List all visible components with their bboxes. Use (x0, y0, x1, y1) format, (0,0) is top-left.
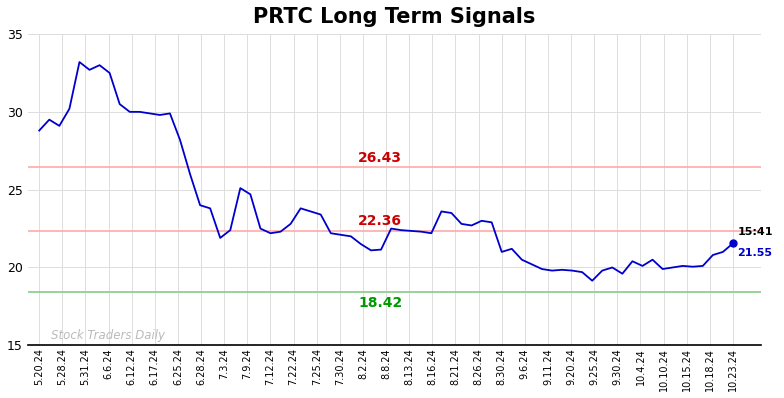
Text: 22.36: 22.36 (358, 214, 402, 228)
Text: 26.43: 26.43 (358, 151, 402, 165)
Title: PRTC Long Term Signals: PRTC Long Term Signals (253, 7, 535, 27)
Text: Stock Traders Daily: Stock Traders Daily (51, 329, 165, 342)
Text: 15:41: 15:41 (738, 227, 773, 237)
Text: 18.42: 18.42 (358, 296, 403, 310)
Text: 21.55: 21.55 (738, 248, 772, 258)
